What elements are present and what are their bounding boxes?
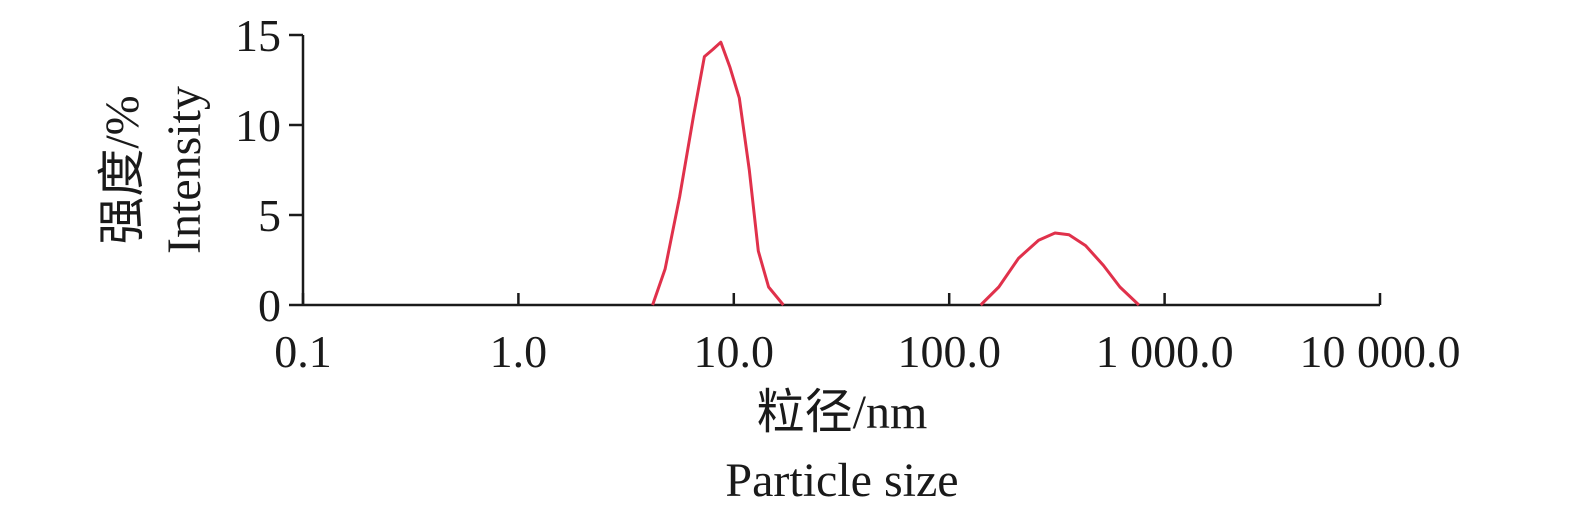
x-tick-label: 1.0 (490, 326, 548, 377)
x-tick-label: 10 000.0 (1300, 326, 1461, 377)
series-line-peak-1 (651, 40, 785, 306)
series-layer (651, 40, 1140, 307)
y-axis-title: 强度/% Intensity (96, 86, 211, 254)
y-axis-title-cn: 强度/% (96, 95, 149, 244)
y-tick-label: 15 (235, 10, 281, 61)
x-tick-label: 0.1 (274, 326, 332, 377)
x-tick-label: 1 000.0 (1096, 326, 1234, 377)
y-ticks: 0 5 10 15 (235, 10, 303, 331)
x-ticks: 0.1 1.0 10.0 100.0 1 000.0 10 000.0 (274, 293, 1461, 377)
x-axis-title-cn: 粒径/nm (757, 386, 928, 439)
y-axis-title-en: Intensity (158, 86, 211, 254)
series-line-peak-2 (979, 231, 1140, 307)
x-tick-label: 100.0 (897, 326, 1001, 377)
x-axis-title-en: Particle size (725, 454, 958, 507)
x-tick-label: 10.0 (694, 326, 775, 377)
axes (301, 35, 1380, 307)
y-tick-label: 5 (258, 190, 281, 241)
y-tick-label: 10 (235, 100, 281, 151)
y-tick-label: 0 (258, 280, 281, 331)
